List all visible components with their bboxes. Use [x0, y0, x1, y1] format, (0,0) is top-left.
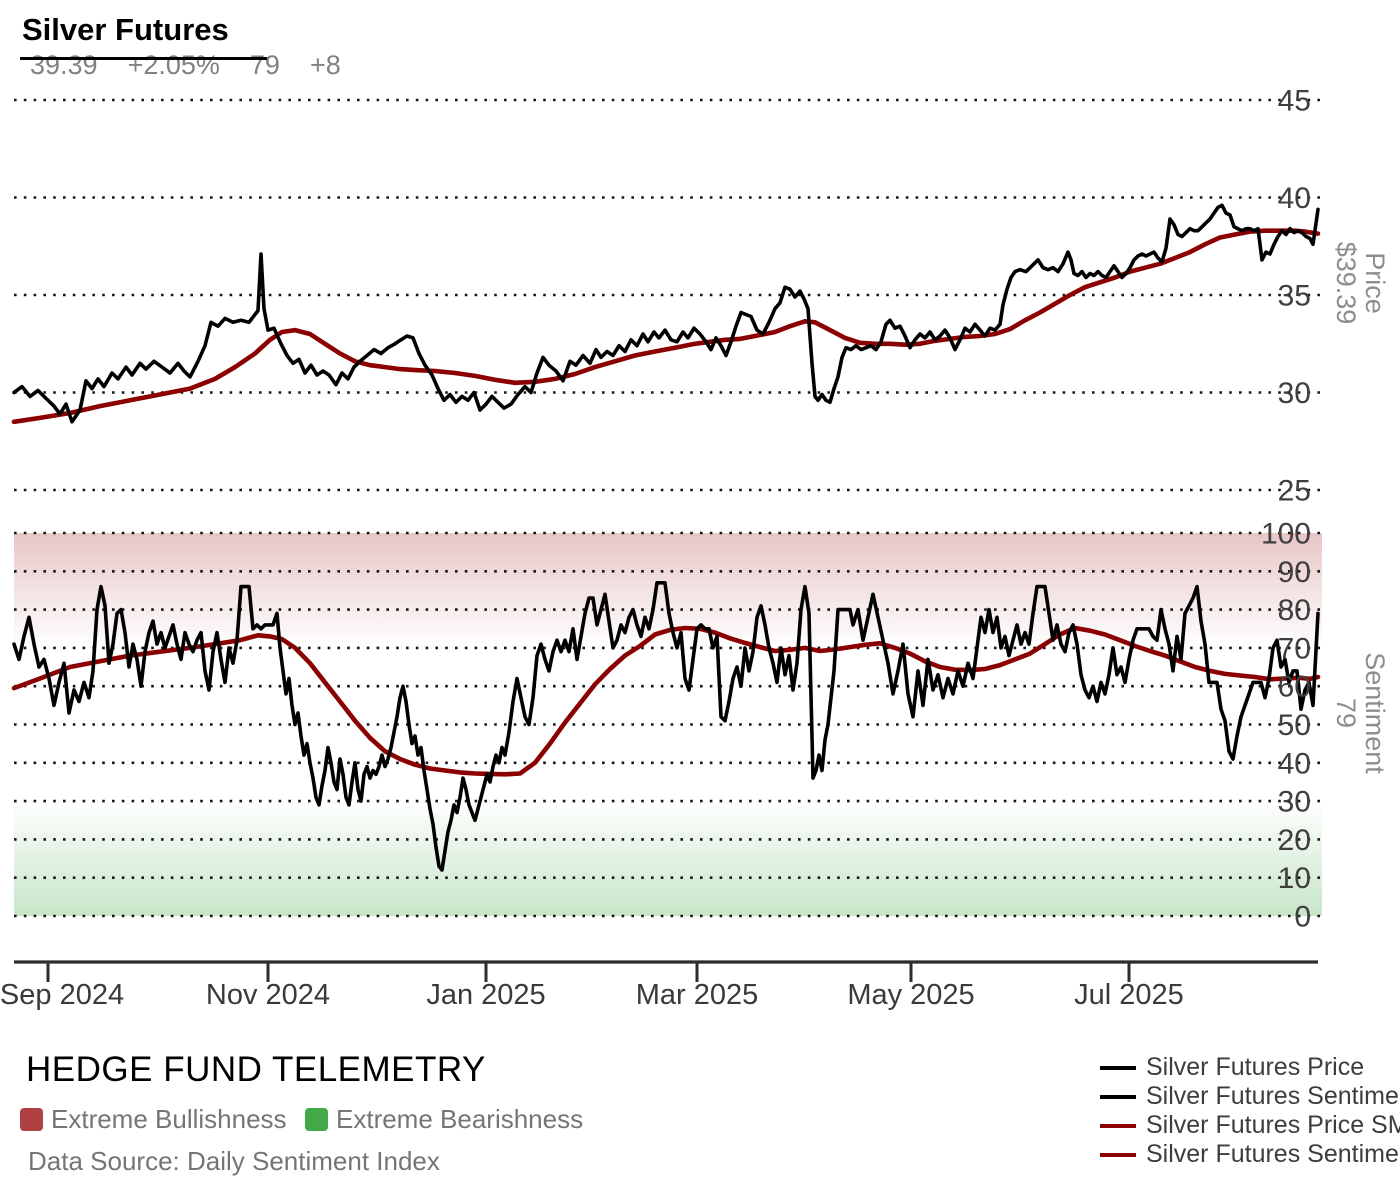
series-legend-row: Silver Futures Sentiment [1100, 1082, 1400, 1111]
series-legend-line-swatch [1100, 1152, 1136, 1157]
price-axis-title: Price$39.39 [1331, 242, 1390, 325]
x-axis-label: Sep 2024 [0, 979, 124, 1011]
x-axis-label: Jul 2025 [1074, 979, 1184, 1011]
series-legend-label: Silver Futures Price SMA [1146, 1111, 1400, 1139]
brand-title: HEDGE FUND TELEMETRY [26, 1050, 486, 1089]
series-legend: Silver Futures Price Silver Futures Senti… [1100, 1053, 1400, 1169]
bearish-zone-label: Extreme Bearishness [336, 1104, 584, 1134]
series-legend-label: Silver Futures Sentiment [1146, 1082, 1400, 1110]
silver-futures-chart: 45403530251009080706050403020100Price$39… [0, 85, 1390, 1012]
sentiment-tick-label: 0 [1294, 901, 1311, 934]
sentiment-tick-label: 20 [1278, 824, 1311, 857]
bearish-zone-swatch [305, 1108, 328, 1131]
sentiment-line [12, 581, 1320, 872]
sentiment-tick-label: 50 [1278, 709, 1311, 742]
price-tick-label: 35 [1278, 280, 1311, 313]
legend-item-extreme-bullishness: Extreme Bullishness [20, 1104, 287, 1135]
series-legend-row: Silver Futures Price [1100, 1053, 1400, 1082]
price-tick-label: 40 [1278, 182, 1311, 215]
series-legend-label: Silver Futures Sentiment SMA [1146, 1140, 1400, 1168]
quote-sentiment-value: 79 [249, 50, 280, 80]
sentiment-tick-label: 70 [1278, 632, 1311, 665]
x-axis-label: Nov 2024 [206, 979, 330, 1011]
series-legend-line-swatch [1100, 1094, 1136, 1099]
sentiment-sma-line [11, 625, 1321, 777]
sentiment-tick-label: 10 [1278, 862, 1311, 895]
price-tick-label: 30 [1278, 377, 1311, 410]
quote-strip: 39.39 +2.05% 79 +8 [30, 50, 341, 81]
sentiment-tick-label: 60 [1278, 671, 1311, 704]
sentiment-tick-label: 40 [1278, 747, 1311, 780]
data-source-note: Data Source: Daily Sentiment Index [28, 1146, 440, 1176]
sentiment-tick-label: 100 [1261, 518, 1311, 551]
price-tick-label: 45 [1278, 85, 1311, 118]
price-tick-label: 25 [1278, 475, 1311, 508]
sentiment-tick-label: 30 [1278, 786, 1311, 819]
series-legend-label: Silver Futures Price [1146, 1053, 1365, 1081]
series-legend-line-swatch [1100, 1123, 1136, 1128]
series-legend-row: Silver Futures Sentiment SMA [1100, 1140, 1400, 1169]
x-axis-label: Jan 2025 [426, 979, 545, 1011]
extreme-bearishness-zone [14, 801, 1322, 916]
quote-sentiment-change: +8 [309, 50, 341, 80]
page-title: Silver Futures [22, 12, 229, 47]
price-sma-line [11, 228, 1321, 425]
quote-change-pct: +2.05% [127, 50, 220, 80]
price-line [12, 203, 1320, 424]
sentiment-axis-title: Sentiment79 [1331, 652, 1390, 774]
x-axis-label: Mar 2025 [636, 979, 759, 1011]
bullish-zone-label: Extreme Bullishness [51, 1104, 287, 1134]
legend-item-extreme-bearishness: Extreme Bearishness [305, 1104, 583, 1135]
x-axis-label: May 2025 [847, 979, 974, 1011]
bullish-zone-swatch [20, 1108, 43, 1131]
sentiment-tick-label: 80 [1278, 594, 1311, 627]
title-underline [20, 57, 267, 60]
sentiment-tick-label: 90 [1278, 556, 1311, 589]
series-legend-line-swatch [1100, 1065, 1136, 1070]
series-legend-row: Silver Futures Price SMA [1100, 1111, 1400, 1140]
quote-last-price: 39.39 [30, 50, 98, 80]
